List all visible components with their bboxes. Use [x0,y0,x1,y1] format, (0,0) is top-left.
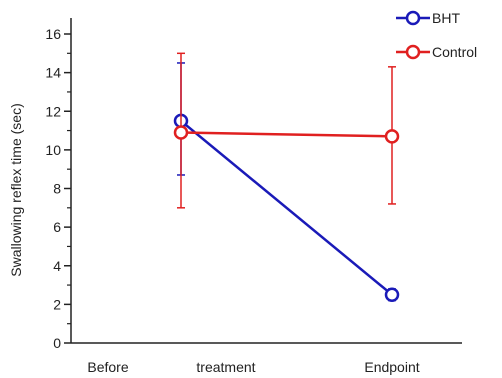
legend-label-bht: BHT [432,10,460,26]
y-tick-label: 4 [53,258,61,274]
x-tick-label-endpoint: Endpoint [364,359,419,375]
chart-axes [70,18,462,344]
data-point-control [384,129,400,144]
y-tick-label: 2 [53,296,61,312]
data-point-control [173,125,189,140]
series-line-control [180,131,393,138]
y-tick-label: 10 [45,142,61,158]
series-line-bht [180,119,393,296]
y-tick-label: 0 [53,335,61,351]
legend-marker-bht [405,10,421,26]
series-layer [173,52,400,302]
x-tick-label-before: Before [87,359,128,375]
data-point-bht [384,287,400,302]
x-axis-labels: Before treatment Endpoint [87,359,419,375]
y-tick-label: 12 [45,103,61,119]
y-axis-title: Swallowing reflex time (sec) [8,103,24,277]
y-axis-ticks: 0 2 4 6 8 10 12 14 16 [45,26,71,351]
legend-marker-control [405,44,421,60]
x-tick-label-treatment: treatment [196,359,255,375]
y-tick-label: 8 [53,181,61,197]
y-tick-label: 6 [53,219,61,235]
legend: BHT Control [396,10,477,60]
y-tick-label: 16 [45,26,61,42]
series-bht [173,62,400,302]
series-control [173,52,400,209]
legend-label-control: Control [432,44,477,60]
y-tick-label: 14 [45,65,61,81]
